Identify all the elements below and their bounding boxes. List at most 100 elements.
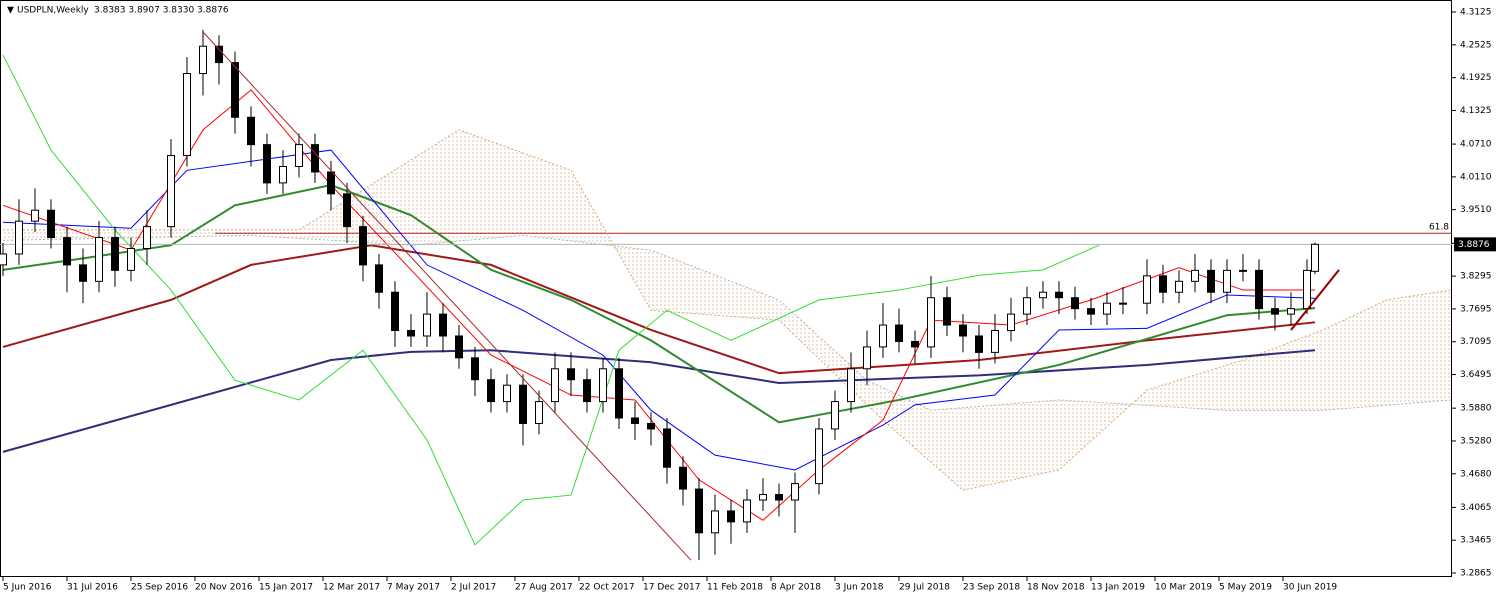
candle-body [615, 368, 623, 419]
candle-body [15, 220, 23, 255]
candle-body [455, 335, 463, 359]
candle-body [295, 144, 303, 167]
y-tick-label: 3.7095 [1460, 337, 1492, 347]
candle-body [943, 297, 951, 326]
candle-body [183, 73, 191, 157]
y-tick-label: 4.2525 [1460, 40, 1492, 50]
y-tick-label: 3.5280 [1460, 436, 1492, 446]
candle-body [519, 384, 527, 424]
candle-body [79, 264, 87, 282]
x-tick-label: 3 Jun 2018 [835, 583, 884, 593]
candle-body [215, 45, 223, 64]
candle-body [0, 253, 7, 266]
candle-body [1255, 269, 1263, 310]
candle-body [503, 384, 511, 403]
candle-body [375, 264, 383, 293]
candle-body [759, 494, 767, 501]
x-tick-label: 7 May 2017 [387, 583, 440, 593]
candle-body [1207, 269, 1215, 293]
chart-title: USDPLN,Weekly [17, 6, 89, 16]
x-tick-label: 10 Mar 2019 [1155, 583, 1212, 593]
candle-body [991, 330, 999, 353]
candle-body [1055, 291, 1063, 299]
candle-body [143, 226, 151, 250]
x-tick-label: 29 Jul 2018 [899, 583, 950, 593]
y-tick-label: 4.1925 [1460, 73, 1492, 83]
candle-body [879, 324, 887, 348]
candle-body [1311, 243, 1319, 272]
x-tick-label: 5 May 2019 [1219, 583, 1272, 593]
x-tick-label: 17 Dec 2017 [643, 583, 701, 593]
price-box [1454, 237, 1496, 252]
candle-body [1039, 291, 1047, 299]
candle-body [95, 237, 103, 282]
candle-body [551, 368, 559, 403]
candle-body [847, 368, 855, 403]
y-tick-label: 3.3465 [1460, 536, 1492, 546]
candle-body [583, 379, 591, 403]
x-tick-label: 2 Jul 2017 [451, 583, 496, 593]
candle-body [863, 346, 871, 370]
candle-body [895, 324, 903, 342]
candle-body [1119, 302, 1127, 305]
y-tick-label: 4.0710 [1460, 140, 1492, 150]
x-tick-label: 5 Jun 2016 [3, 583, 52, 593]
candle-body [631, 417, 639, 424]
indicator-line [2, 184, 1316, 424]
candle-body [727, 510, 735, 523]
candle-body [231, 62, 239, 118]
candle-body [743, 499, 751, 523]
indicator-line [2, 54, 1100, 546]
candle-body [391, 291, 399, 332]
cloud-fill [3, 129, 1451, 491]
candle-body [439, 313, 447, 337]
candle-body [247, 116, 255, 146]
candle-body [815, 428, 823, 485]
indicator-line [2, 234, 1452, 411]
candle-body [111, 237, 119, 271]
candle-body [1223, 269, 1231, 293]
y-tick-label: 3.9510 [1460, 205, 1492, 215]
candle-body [927, 297, 935, 348]
candle-body [535, 401, 543, 424]
y-tick-label: 4.0110 [1460, 172, 1492, 182]
x-tick-label: 22 Oct 2017 [579, 583, 635, 593]
candle-body [1159, 275, 1167, 293]
candle-body [663, 428, 671, 468]
candle-body [279, 165, 287, 184]
candle-body [831, 401, 839, 430]
candle-body [263, 144, 271, 184]
plot-frame [0, 0, 1452, 577]
candle-body [1239, 269, 1247, 272]
y-tick-label: 3.8295 [1460, 272, 1492, 282]
y-tick-label: 3.2865 [1460, 569, 1492, 579]
candle-body [1007, 313, 1015, 332]
y-tick-label: 3.4065 [1460, 503, 1492, 513]
y-tick-label: 4.3125 [1460, 8, 1492, 18]
candle-body [407, 330, 415, 337]
x-tick-label: 31 Jul 2016 [67, 583, 118, 593]
candle-body [63, 237, 71, 266]
candle-body [199, 45, 207, 75]
candle-body [1175, 280, 1183, 293]
x-tick-label: 23 Sep 2018 [963, 583, 1020, 593]
indicator-line [2, 244, 1316, 375]
candle-body [343, 193, 351, 228]
candle-body [311, 144, 319, 173]
candle-body [359, 226, 367, 266]
candle-body [471, 357, 479, 381]
candle-body [327, 171, 335, 195]
x-tick-label: 13 Jan 2019 [1091, 583, 1145, 593]
candle-body [599, 368, 607, 403]
candle-body [775, 494, 783, 501]
x-tick-label: 27 Aug 2017 [515, 583, 573, 593]
candle-body [1103, 302, 1111, 315]
candle-body [567, 368, 575, 381]
candle-body [1023, 297, 1031, 315]
collapse-marker: ▼ [7, 6, 14, 16]
candle-body [711, 510, 719, 534]
candle-body [127, 248, 135, 271]
x-tick-label: 8 Apr 2018 [771, 583, 821, 593]
y-tick-label: 3.7695 [1460, 304, 1492, 314]
